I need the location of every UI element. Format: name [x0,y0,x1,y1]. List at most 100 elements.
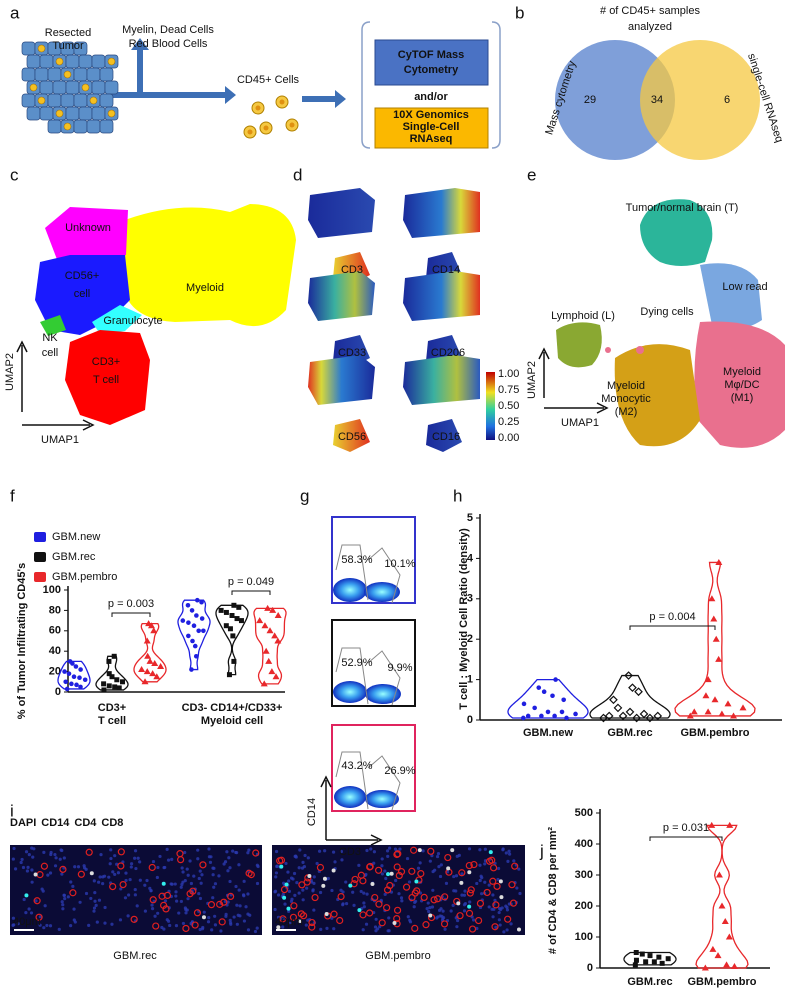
nucleus [224,914,228,918]
data-point [561,697,566,703]
cd14-cell [489,877,497,885]
nucleus [301,860,305,865]
cluster-label: Granulocyte [103,315,162,327]
cd14-cell [465,909,474,917]
nucleus [242,879,246,883]
y-tick-label: 200 [575,900,593,912]
violin [589,674,671,719]
nucleus [365,848,369,853]
data-point [195,597,200,603]
cell [26,54,41,69]
nucleus [126,893,131,897]
data-point [196,628,201,634]
gate-percent: 43.2% [341,760,372,772]
nucleus [236,913,240,917]
cell [65,80,80,95]
cd8-cell [324,911,329,916]
nucleus [451,903,455,907]
violin [95,655,129,691]
nucleus [505,905,509,909]
data-point [521,701,527,707]
nucleus [217,874,221,878]
cell [91,106,106,121]
panel-label: i [10,801,14,820]
arrow [302,90,346,108]
data-point [709,945,717,952]
data-point [702,692,710,699]
scale-label: 40μm [275,916,303,928]
cd14-cell [466,889,474,897]
nucleus [437,908,442,912]
cell-nucleus [55,57,64,66]
nucleus [48,871,53,875]
nucleus [427,909,431,914]
cd14-cell [276,857,284,865]
cd14-cell [486,857,494,865]
nucleus [110,922,114,926]
nucleus [237,863,241,867]
marker-label: CD206 [431,347,465,359]
nucleus [235,903,239,907]
legend-swatch [34,572,46,582]
data-point [704,708,712,715]
data-point [63,679,69,685]
nucleus [101,875,105,879]
nucleus [405,856,410,861]
nucleus [113,872,117,877]
nucleus [174,894,178,898]
data-point [633,957,639,963]
cd14-cell [220,898,228,906]
nucleus [213,882,218,886]
nucleus [387,916,391,920]
nucleus [211,866,215,870]
nucleus [502,930,506,934]
data-point [659,960,665,966]
data-point [229,613,235,618]
nucleus [155,875,159,880]
nucleus [196,857,200,861]
cd14-cell [109,882,117,891]
nucleus [380,872,384,876]
cd14-cell [441,893,449,901]
data-point [550,693,555,699]
cd14-cell [308,918,316,927]
cd8-cell [282,895,287,900]
nucleus [95,920,99,924]
nucleus [298,848,302,852]
cd14-cell [393,914,401,923]
data-point [106,658,112,664]
nucleus [498,923,502,927]
nucleus [135,904,139,908]
nucleus [145,878,149,883]
cd14-cell [117,862,125,870]
panel-label: e [527,165,536,184]
method-label: RNAseq [410,133,453,145]
cell [91,80,106,95]
data-point [112,684,118,690]
nucleus [133,893,137,897]
nucleus [480,892,484,896]
cluster-label: (M1) [731,392,754,404]
cluster-label: T cell [93,374,119,386]
nucleus [60,900,64,904]
x-tick-label: GBM.rec [627,976,672,988]
nucleus [512,859,516,863]
cd14-cell [149,896,157,904]
nucleus [24,911,28,915]
data-point [114,677,120,683]
nucleus [45,923,49,928]
violin [133,623,167,683]
cd8-cell [201,915,206,920]
nucleus [211,896,215,900]
nucleus [312,908,316,912]
nucleus [71,884,75,888]
nucleus [156,911,160,915]
nucleus [126,914,130,918]
nucleus [198,896,203,901]
nucleus [437,865,441,869]
p-value: p = 0.003 [108,598,154,610]
nucleus [362,905,366,909]
nucleus [148,886,152,890]
cd14-cell [508,881,516,889]
nucleus [275,864,279,868]
